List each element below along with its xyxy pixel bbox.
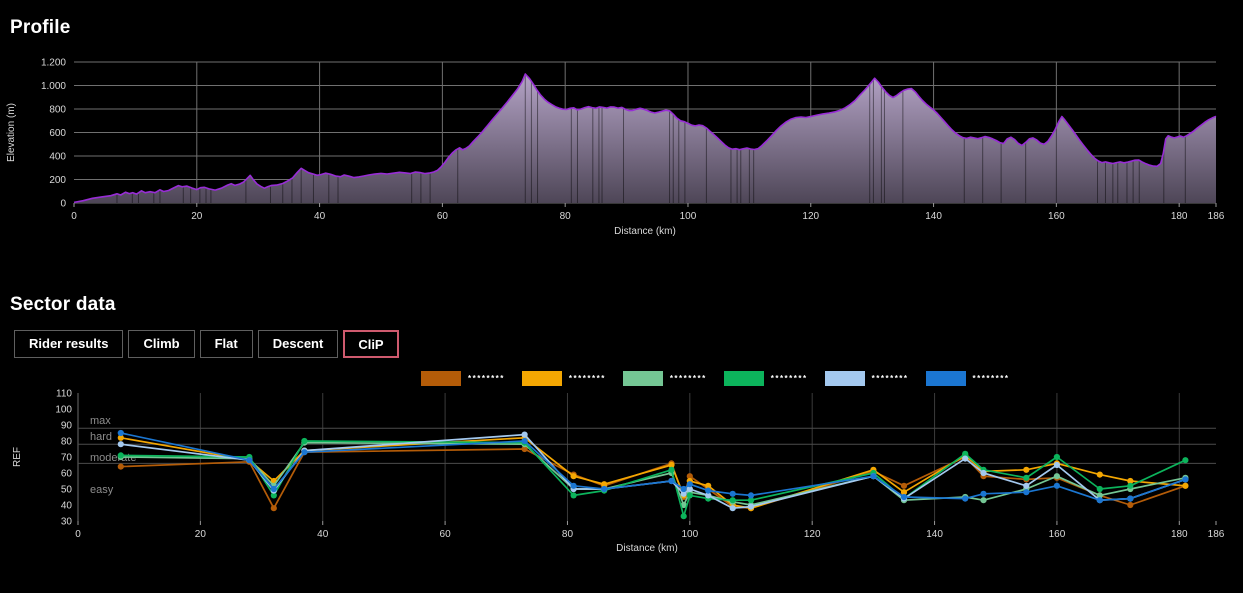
profile-xaxis-label: Distance (km)	[614, 226, 676, 237]
legend-swatch	[925, 371, 966, 386]
profile-axes: 0 200 400 600 800 1.000 1.200 0 20 40 60 80 100 120 14…	[6, 58, 1225, 238]
svg-text:50: 50	[61, 485, 73, 496]
profile-chart[interactable]: 0 200 400 600 800 1.000 1.200 0 20 40 60 80 100 120 14…	[0, 48, 1243, 248]
elevation-line	[73, 73, 1217, 204]
svg-text:180: 180	[1171, 211, 1188, 222]
sector-tabs: Rider results Climb Flat Descent CliP	[14, 330, 399, 358]
sector-yaxis-label: REF	[12, 447, 23, 467]
svg-text:600: 600	[49, 128, 66, 139]
legend-swatch	[723, 371, 764, 386]
svg-text:40: 40	[61, 501, 73, 512]
svg-text:60: 60	[61, 469, 73, 480]
svg-text:1.200: 1.200	[41, 58, 66, 69]
svg-text:100: 100	[680, 211, 697, 222]
legend-entry-5[interactable]: ********	[824, 371, 909, 386]
svg-text:0: 0	[75, 529, 81, 540]
svg-text:hard: hard	[90, 431, 112, 443]
svg-text:400: 400	[49, 152, 66, 163]
svg-text:80: 80	[562, 529, 574, 540]
svg-text:140: 140	[926, 529, 943, 540]
svg-text:120: 120	[804, 529, 821, 540]
svg-text:60: 60	[437, 211, 449, 222]
series-6[interactable]	[117, 429, 1189, 504]
sector-chart[interactable]: max hard moderate easy 110 100 90 80 70 60 50 40 300…	[0, 385, 1243, 560]
svg-text:moderate: moderate	[90, 452, 136, 464]
svg-text:80: 80	[560, 211, 572, 222]
sector-gridlines	[77, 393, 1216, 521]
svg-text:200: 200	[49, 175, 66, 186]
svg-text:160: 160	[1049, 529, 1066, 540]
legend-label: ********	[770, 374, 808, 383]
legend-entry-6[interactable]: ********	[925, 371, 1010, 386]
svg-text:140: 140	[925, 211, 942, 222]
svg-text:20: 20	[191, 211, 203, 222]
series-3[interactable]	[117, 439, 1189, 509]
legend-label: ********	[468, 374, 505, 383]
svg-text:20: 20	[195, 529, 207, 540]
svg-text:90: 90	[61, 421, 73, 432]
svg-text:110: 110	[56, 389, 72, 400]
legend-entry-3[interactable]: ********	[622, 371, 707, 386]
svg-text:180: 180	[1171, 529, 1188, 540]
sector-legend: ******** ******** ******** ******** ********…	[421, 371, 1009, 386]
tab-clip[interactable]: CliP	[343, 330, 399, 358]
svg-text:120: 120	[802, 211, 819, 222]
svg-text:0: 0	[60, 199, 66, 210]
svg-text:easy: easy	[90, 484, 114, 496]
elevation-area	[74, 74, 1216, 203]
svg-text:40: 40	[314, 211, 326, 222]
svg-text:100: 100	[681, 529, 698, 540]
profile-yaxis-label: Elevation (m)	[6, 103, 17, 162]
legend-entry-2[interactable]: ********	[521, 371, 606, 386]
svg-text:40: 40	[317, 529, 329, 540]
sector-axes: 110 100 90 80 70 60 50 40 300 20 40 60 80 100 120 140 16…	[12, 389, 1225, 555]
svg-text:186: 186	[1208, 211, 1225, 222]
svg-text:70: 70	[61, 453, 73, 464]
legend-swatch	[824, 371, 865, 386]
legend-entry-4[interactable]: ********	[723, 371, 808, 386]
legend-label: ********	[871, 374, 909, 383]
legend-swatch	[521, 371, 562, 386]
legend-swatch	[421, 371, 461, 386]
legend-swatch	[622, 371, 663, 386]
profile-section-title: Profile	[10, 17, 71, 38]
svg-text:60: 60	[440, 529, 452, 540]
legend-label: ********	[568, 374, 606, 383]
tab-flat[interactable]: Flat	[199, 330, 253, 358]
svg-text:100: 100	[55, 405, 72, 416]
svg-text:1.000: 1.000	[41, 81, 66, 92]
svg-text:0: 0	[71, 211, 77, 222]
sector-xaxis-label: Distance (km)	[616, 543, 678, 554]
svg-text:max: max	[90, 415, 111, 427]
svg-text:30: 30	[61, 517, 73, 528]
svg-text:160: 160	[1048, 211, 1065, 222]
svg-text:800: 800	[49, 105, 66, 116]
tab-descent[interactable]: Descent	[257, 330, 339, 358]
svg-text:80: 80	[61, 437, 73, 448]
legend-entry-1[interactable]: ********	[421, 371, 505, 386]
svg-text:186: 186	[1208, 529, 1225, 540]
legend-label: ********	[972, 374, 1010, 383]
tab-rider-results[interactable]: Rider results	[14, 330, 124, 358]
tab-climb[interactable]: Climb	[128, 330, 195, 358]
legend-label: ********	[669, 374, 707, 383]
sector-section-title: Sector data	[10, 294, 116, 315]
